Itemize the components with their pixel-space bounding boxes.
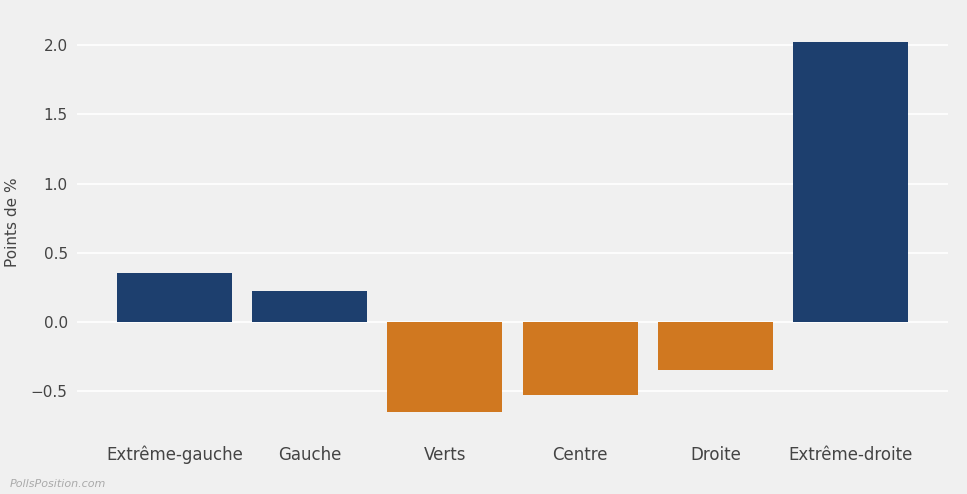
Text: PollsPosition.com: PollsPosition.com bbox=[10, 479, 106, 489]
Bar bbox=[117, 274, 232, 322]
Bar bbox=[252, 291, 367, 322]
Bar bbox=[793, 42, 908, 322]
Y-axis label: Points de %: Points de % bbox=[5, 177, 19, 267]
Bar bbox=[388, 322, 503, 412]
Bar bbox=[658, 322, 773, 370]
Bar bbox=[522, 322, 637, 395]
